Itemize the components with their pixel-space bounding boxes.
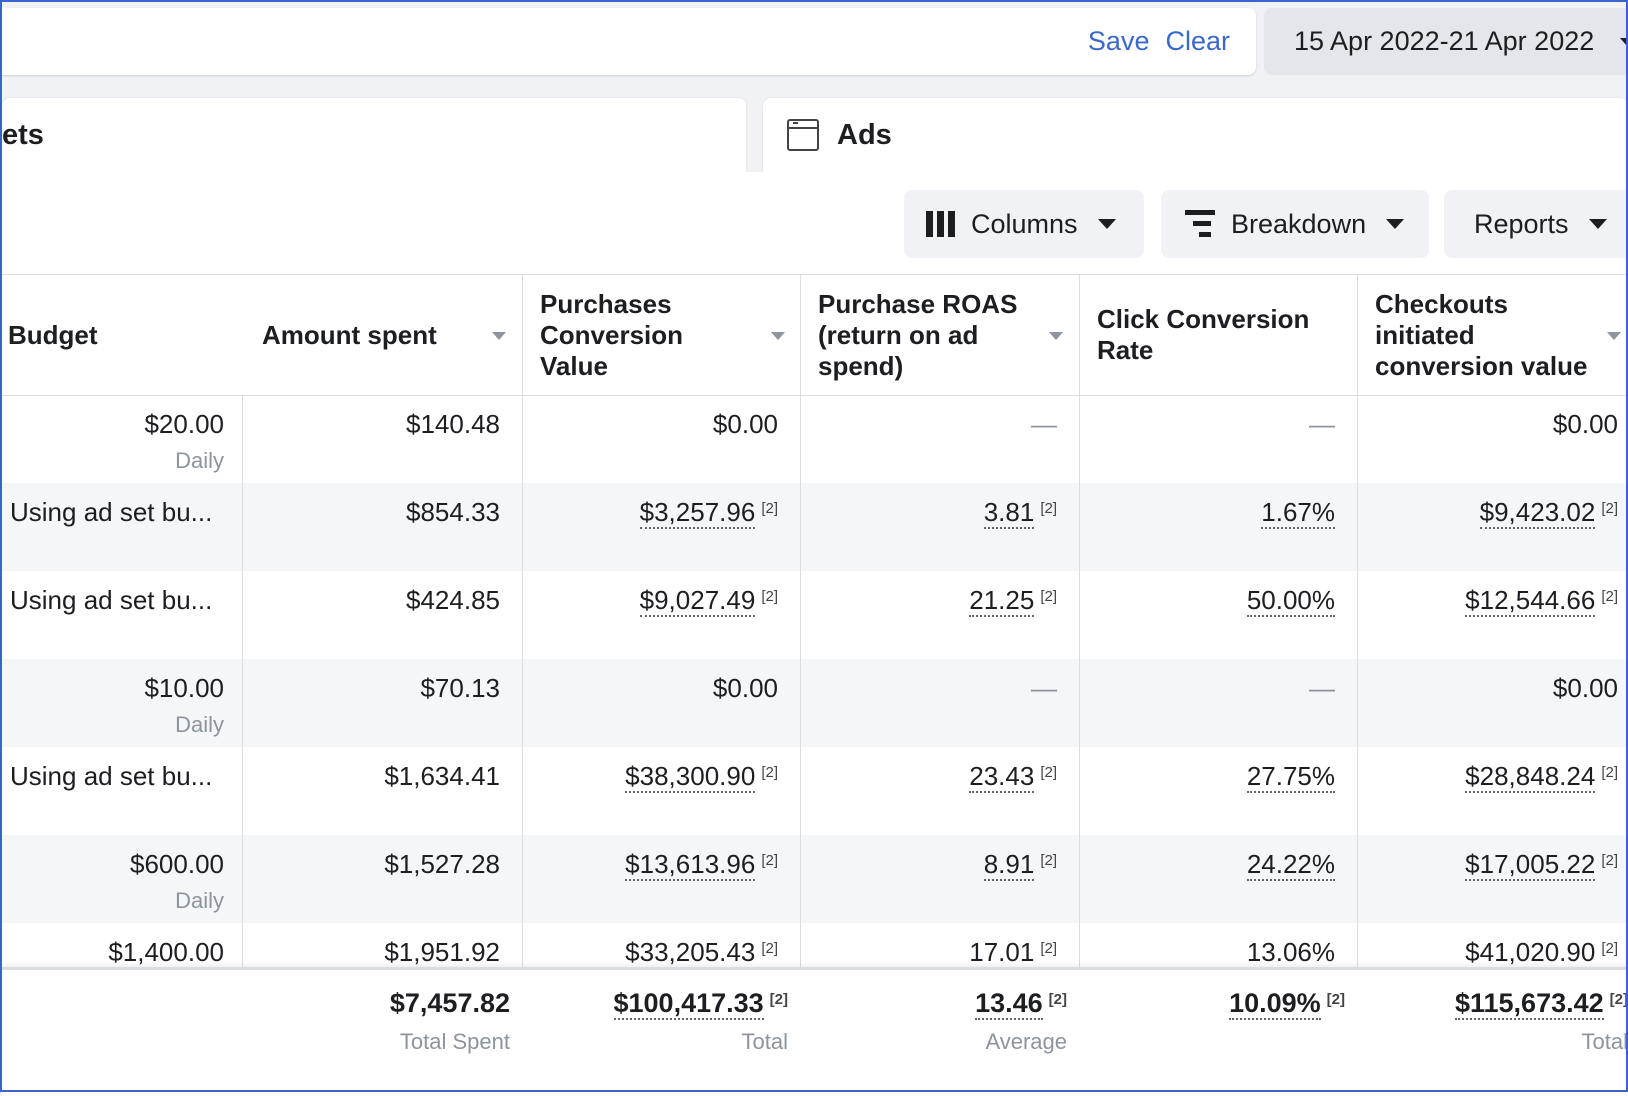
cell-purchase-roas: 23.43 [2] [969, 761, 1057, 793]
cell-amount-spent: $1,527.28 [384, 849, 500, 879]
breakdown-button[interactable]: Breakdown [1161, 190, 1429, 258]
cell-budget: Using ad set bu... [10, 497, 213, 527]
date-range-label: 15 Apr 2022-21 Apr 2022 [1294, 26, 1595, 56]
cell-amount-spent: $1,634.41 [384, 761, 500, 791]
cell-purchase-roas: 3.81 [2] [983, 497, 1057, 529]
cell-budget: Using ad set bu... [10, 585, 213, 615]
columns-icon [926, 211, 955, 237]
cell-purchase-roas: 21.25 [2] [969, 585, 1057, 617]
reports-button[interactable]: Reports [1444, 190, 1628, 258]
cell-click-conversion-rate: 24.22% [1246, 849, 1335, 881]
table-row[interactable]: Using ad set bu... $424.85 $9,027.49 [2] 21.… [2, 571, 1628, 659]
cell-checkouts-value: $9,423.02 [2] [1479, 497, 1618, 529]
breakdown-icon [1185, 210, 1215, 238]
reports-label: Reports [1474, 208, 1569, 239]
columns-button[interactable]: Columns [904, 190, 1144, 258]
total-purchase-roas: 13.46 [2] Average [975, 988, 1067, 1054]
table-row[interactable]: $600.00 Daily $1,527.28 $13,613.96 [2] 8.91 [2… [2, 835, 1628, 923]
cell-click-conversion-rate: — [1309, 409, 1335, 439]
sort-icon [1049, 332, 1063, 340]
total-checkouts-value: $115,673.42 [2] Total [1454, 988, 1628, 1054]
cell-purchases-value: $0.00 [712, 409, 778, 439]
table-row[interactable]: $20.00 Daily $140.48 $0.00 — — $0.00 [2, 395, 1628, 483]
cell-click-conversion-rate: 50.00% [1246, 585, 1335, 617]
cell-checkouts-value: $17,005.22 [2] [1465, 849, 1618, 881]
cell-checkouts-value: $41,020.90 [2] [1465, 937, 1618, 969]
table-row[interactable]: Using ad set bu... $1,634.41 $38,300.90 [2]… [2, 747, 1628, 835]
caret-down-icon [1386, 219, 1405, 229]
cell-purchases-value: $9,027.49 [2] [639, 585, 778, 617]
header-checkouts-initiated-value[interactable]: Checkouts initiated conversion value [1357, 275, 1628, 395]
header-purchases-conversion-value[interactable]: Purchases Conversion Value [522, 275, 800, 395]
cell-purchases-value: $13,613.96 [2] [625, 849, 778, 881]
cell-budget: $600.00 Daily [130, 849, 224, 913]
sort-icon [771, 332, 785, 340]
cell-checkouts-value: $0.00 [1552, 409, 1618, 439]
chevron-down-icon [1620, 38, 1628, 46]
caret-down-icon [1097, 219, 1116, 229]
header-click-conversion-rate[interactable]: Click Conversion Rate [1097, 304, 1310, 365]
date-range-picker[interactable]: 15 Apr 2022-21 Apr 2022 [1264, 8, 1628, 75]
search-filter-bar[interactable]: Save Clear [2, 8, 1256, 75]
table-header: Budget Amount spent Purchases Conversion… [2, 275, 1628, 396]
cell-budget: $20.00 Daily [144, 409, 224, 473]
cell-budget: $10.00 Daily [144, 673, 224, 737]
clear-link[interactable]: Clear [1165, 26, 1230, 56]
save-link[interactable]: Save [1087, 26, 1150, 56]
header-amount-spent[interactable]: Amount spent [242, 275, 522, 395]
cell-purchase-roas: — [1031, 673, 1057, 703]
cell-click-conversion-rate: 27.75% [1246, 761, 1335, 793]
table-row[interactable]: Using ad set bu... $854.33 $3,257.96 [2] 3.8… [2, 483, 1628, 571]
ad-window-icon [787, 119, 819, 151]
header-purchase-roas[interactable]: Purchase ROAS (return on ad spend) [800, 275, 1079, 395]
cell-amount-spent: $140.48 [406, 409, 500, 439]
cell-click-conversion-rate: — [1309, 673, 1335, 703]
sort-icon [492, 332, 506, 340]
table-row[interactable]: $10.00 Daily $70.13 $0.00 — — $0.00 [2, 659, 1628, 747]
tab-ad-sets[interactable]: ets [2, 98, 746, 172]
cell-purchases-value: $0.00 [712, 673, 778, 703]
table-row[interactable]: $1,400.00 $1,951.92 $33,205.43 [2] 17.01 [2] 1… [2, 923, 1628, 1011]
cell-checkouts-value: $0.00 [1552, 673, 1618, 703]
tab-ad-sets-label: ets [2, 118, 44, 151]
cell-purchases-value: $3,257.96 [2] [639, 497, 778, 529]
breakdown-label: Breakdown [1231, 208, 1367, 239]
totals-row: $7,457.82 Total Spent $100,417.33 [2] Tot… [2, 967, 1628, 1096]
cell-amount-spent: $854.33 [406, 497, 500, 527]
cell-purchases-value: $38,300.90 [2] [625, 761, 778, 793]
cell-click-conversion-rate: 13.06% [1246, 937, 1335, 969]
caret-down-icon [1588, 219, 1607, 229]
total-click-conversion-rate: 10.09% [2] [1229, 988, 1345, 1020]
cell-purchase-roas: — [1031, 409, 1057, 439]
cell-purchase-roas: 8.91 [2] [983, 849, 1057, 881]
cell-purchase-roas: 17.01 [2] [969, 937, 1057, 969]
cell-checkouts-value: $12,544.66 [2] [1465, 585, 1618, 617]
cell-checkouts-value: $28,848.24 [2] [1465, 761, 1618, 793]
total-purchases-value: $100,417.33 [2] Total [613, 988, 788, 1054]
cell-amount-spent: $424.85 [406, 585, 500, 615]
tab-ads-label: Ads [837, 118, 892, 151]
cell-budget: $1,400.00 [108, 937, 224, 967]
cell-amount-spent: $1,951.92 [384, 937, 500, 967]
total-amount-spent: $7,457.82 Total Spent [389, 988, 510, 1054]
columns-label: Columns [971, 208, 1078, 239]
results-table: Budget Amount spent Purchases Conversion… [2, 274, 1628, 1096]
tab-ads[interactable]: Ads [763, 98, 1628, 172]
sort-icon [1607, 332, 1621, 340]
cell-purchases-value: $33,205.43 [2] [625, 937, 778, 969]
header-budget[interactable]: Budget [8, 319, 98, 350]
ads-manager-panel: Columns Breakdown Reports Budget Amount … [2, 172, 1628, 1096]
cell-click-conversion-rate: 1.67% [1261, 497, 1335, 529]
cell-budget: Using ad set bu... [10, 761, 213, 791]
cell-amount-spent: $70.13 [420, 673, 500, 703]
